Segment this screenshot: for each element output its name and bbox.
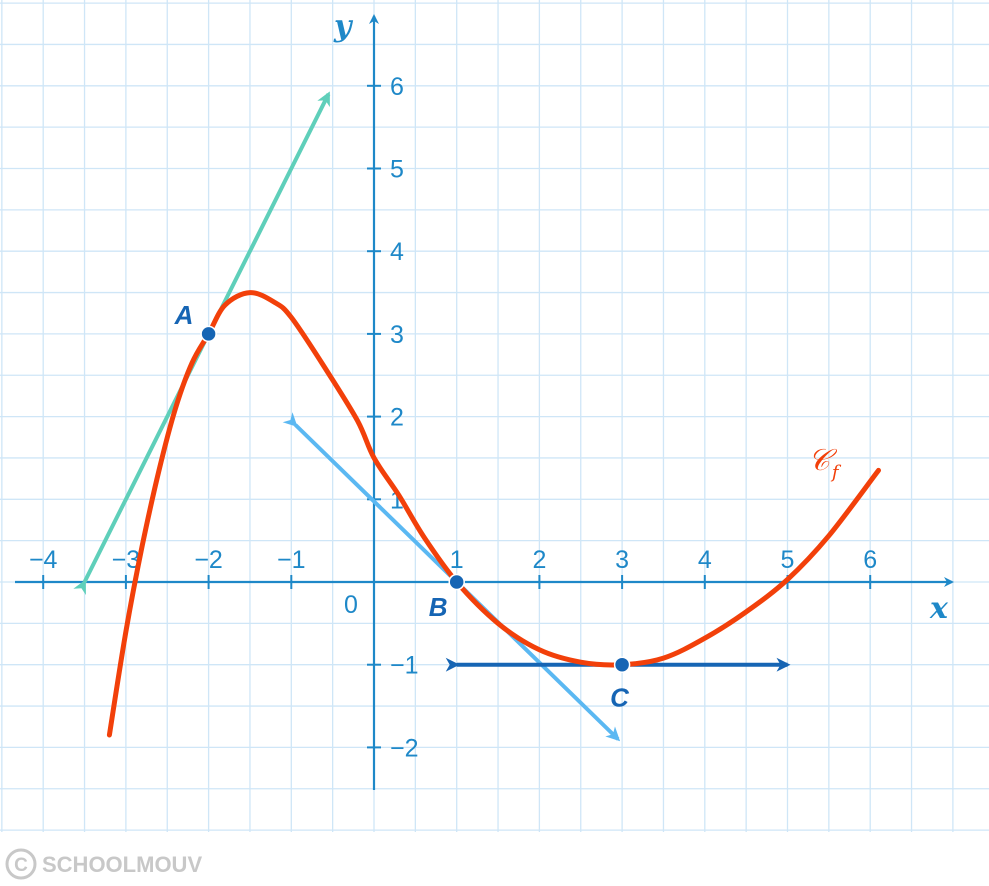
y-tick-label: 2	[390, 404, 404, 432]
points: A B C	[174, 300, 631, 713]
origin-label: 0	[344, 591, 358, 619]
x-tick-label: 5	[781, 546, 795, 574]
axes	[15, 14, 954, 790]
x-tick-label: 6	[863, 546, 877, 574]
y-tick-label: −1	[390, 652, 419, 680]
point-c	[613, 656, 631, 673]
grid	[0, 0, 989, 832]
watermark-text: SCHOOLMOUV	[42, 852, 202, 877]
y-tick-label: −2	[390, 734, 419, 762]
copyright-circle	[5, 848, 37, 880]
point-label-c: C	[610, 683, 630, 713]
curve-cf	[106, 290, 881, 738]
x-axis-label: x	[929, 591, 949, 626]
x-tick-label: 4	[698, 546, 712, 574]
x-tick-label: −4	[29, 546, 58, 574]
watermark-logo: C SCHOOLMOUV	[5, 848, 202, 880]
x-tick-label: −2	[194, 546, 223, 574]
x-tick-label: 2	[532, 546, 546, 574]
curve-label-sub: f	[830, 462, 842, 483]
y-axis-label: y	[333, 9, 354, 44]
point-label-a: A	[174, 300, 194, 330]
x-tick-label: 1	[450, 546, 464, 574]
point-a	[200, 325, 217, 343]
x-tick-label: 3	[615, 546, 629, 574]
point-b	[448, 573, 465, 591]
y-tick-label: 4	[390, 238, 404, 266]
x-tick-label: −1	[277, 546, 306, 574]
y-tick-label: 6	[390, 73, 404, 101]
copyright-symbol: C	[14, 855, 28, 876]
y-tick-label: 5	[390, 156, 404, 184]
point-label-b: B	[429, 592, 448, 622]
y-tick-label: 3	[390, 321, 404, 349]
